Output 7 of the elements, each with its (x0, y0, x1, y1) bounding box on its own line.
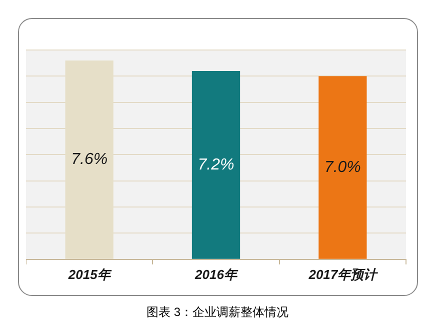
text: 图表 3：企业调薪整体情况 (145, 304, 290, 321)
x-tick-label: 2016年 (194, 266, 239, 282)
x-tick-label: 2017年预计 (308, 266, 379, 282)
data-label: 7.6% (71, 151, 108, 168)
data-label: 7.2% (198, 156, 234, 174)
x-tick-label: 2015年 (67, 266, 112, 282)
data-label: 7.0% (324, 158, 361, 176)
